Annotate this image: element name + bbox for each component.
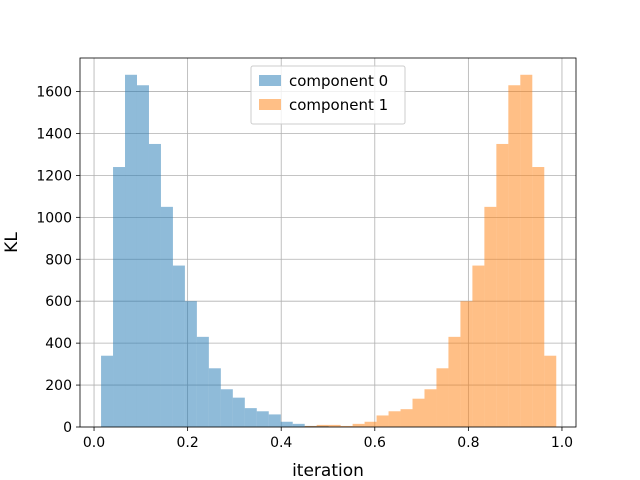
y-tick-label-4: 800 bbox=[45, 252, 72, 268]
legend-swatch-1 bbox=[259, 99, 281, 110]
bar-series-0-bin-3 bbox=[136, 85, 149, 428]
bar-series-1-bin-17 bbox=[304, 425, 317, 427]
x-tick-label-3: 0.6 bbox=[364, 435, 386, 451]
y-tick-label-0: 0 bbox=[63, 420, 72, 436]
bar-series-1-bin-32 bbox=[484, 206, 497, 427]
legend-label-0: component 0 bbox=[289, 72, 388, 90]
bar-series-0-bin-6 bbox=[172, 265, 185, 427]
bar-series-1-bin-26 bbox=[412, 398, 425, 427]
bar-series-0-bin-1 bbox=[113, 167, 126, 428]
legend-label-1: component 1 bbox=[289, 96, 388, 114]
bar-series-1-bin-25 bbox=[400, 409, 413, 427]
bar-series-0-bin-8 bbox=[196, 336, 209, 427]
bar-series-1-bin-28 bbox=[436, 368, 449, 427]
x-axis-label: iteration bbox=[292, 461, 364, 480]
y-axis-label: KL bbox=[2, 232, 22, 253]
bar-series-1-bin-18 bbox=[316, 424, 329, 427]
plot-frame bbox=[79, 57, 577, 428]
x-tick-label-5: 1.0 bbox=[551, 435, 573, 451]
bar-series-1-bin-31 bbox=[472, 265, 485, 427]
bar-series-1-bin-27 bbox=[424, 389, 437, 427]
bar-series-1-bin-35 bbox=[520, 74, 533, 427]
bar-series-0-bin-9 bbox=[208, 368, 221, 427]
y-tick-label-1: 200 bbox=[45, 378, 72, 394]
bar-series-1-bin-36 bbox=[532, 167, 545, 428]
bar-series-1-bin-29 bbox=[448, 336, 461, 427]
legend: component 0 component 1 bbox=[250, 65, 406, 125]
y-tick-label-5: 1000 bbox=[36, 210, 72, 226]
bar-series-0-bin-11 bbox=[232, 397, 245, 427]
bar-series-0-bin-10 bbox=[220, 389, 233, 427]
legend-swatch-0 bbox=[259, 75, 281, 86]
bar-series-0-bin-4 bbox=[148, 143, 161, 428]
x-tick-label-2: 0.4 bbox=[270, 435, 292, 451]
bar-series-0-bin-15 bbox=[280, 421, 293, 427]
bar-series-0-bin-13 bbox=[256, 411, 269, 427]
y-tick-label-3: 600 bbox=[45, 294, 72, 310]
bar-series-1-bin-30 bbox=[460, 301, 473, 427]
bar-series-1-bin-37 bbox=[544, 355, 557, 427]
bar-series-1-bin-22 bbox=[364, 421, 377, 427]
x-tick-label-0: 0.0 bbox=[83, 435, 105, 451]
x-tick-label-4: 0.8 bbox=[457, 435, 479, 451]
y-tick-label-7: 1400 bbox=[36, 126, 72, 142]
bar-series-0-bin-14 bbox=[268, 414, 281, 427]
bar-series-0-bin-12 bbox=[244, 408, 257, 427]
bar-series-1-bin-33 bbox=[496, 143, 509, 428]
y-axis-ticks: 0 200 400 600 800 1000 1200 1400 1600 bbox=[36, 85, 80, 436]
bar-series-1-bin-24 bbox=[388, 411, 401, 427]
bar-series-0-bin-0 bbox=[101, 355, 114, 427]
x-tick-label-1: 0.2 bbox=[176, 435, 198, 451]
y-tick-label-8: 1600 bbox=[36, 85, 72, 101]
bar-series-0-bin-2 bbox=[125, 74, 137, 427]
bar-series-1-bin-34 bbox=[508, 85, 521, 428]
bar-series-1-bin-21 bbox=[352, 423, 365, 427]
legend-box bbox=[250, 65, 406, 125]
bar-series-0-bin-5 bbox=[160, 206, 173, 427]
bar-series-0-bin-7 bbox=[184, 301, 197, 427]
bar-series-1-bin-23 bbox=[376, 415, 389, 427]
y-tick-label-2: 400 bbox=[45, 336, 72, 352]
bar-series-0-bin-16 bbox=[292, 423, 305, 427]
y-tick-label-6: 1200 bbox=[36, 168, 72, 184]
x-axis-ticks: 0.0 0.2 0.4 0.6 0.8 1.0 bbox=[83, 427, 573, 451]
histogram-bars bbox=[101, 74, 557, 428]
bar-series-1-bin-19 bbox=[328, 424, 341, 427]
bar-series-1-bin-20 bbox=[340, 425, 353, 427]
